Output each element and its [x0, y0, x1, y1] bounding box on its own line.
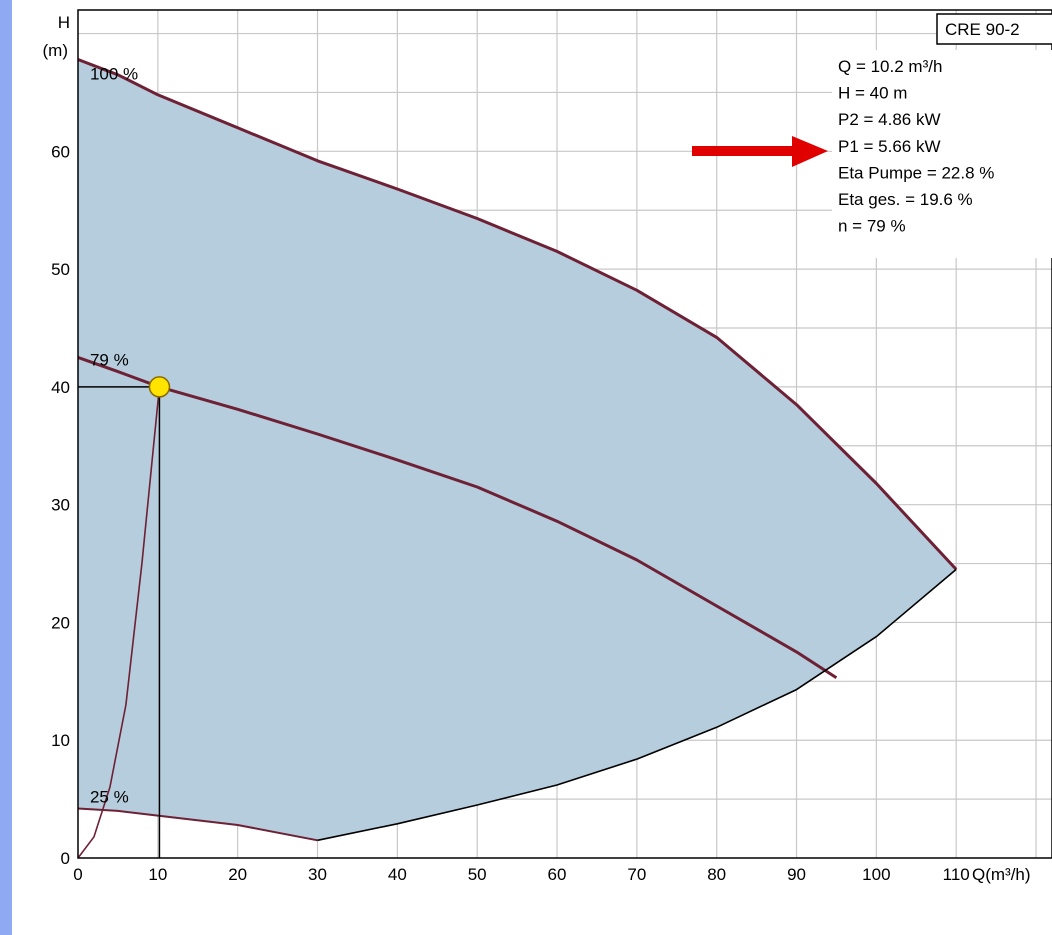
- info-line: H = 40 m: [838, 84, 907, 103]
- title-box: CRE 90-2: [936, 13, 1052, 45]
- x-tick-label: 10: [148, 865, 167, 884]
- info-line: Q = 10.2 m³/h: [838, 57, 942, 76]
- axis-ticks: 0 10 20 30 40 50 60 70 80 90 100 110 0 10 20 30 40 50 60: [51, 142, 970, 884]
- series-line-100pct: [77, 58, 958, 571]
- chart-title: CRE 90-2: [945, 20, 1020, 39]
- operating-range-area: [78, 59, 957, 841]
- chart-frame: 0 10 20 30 40 50 60 70 80 90 100 110 0 10 20 30 40 50 60 1…: [12, 0, 1052, 935]
- arrow-shaft: [692, 146, 796, 156]
- info-panel-bg: [832, 50, 1052, 258]
- curve-labels: 100 % 79 % 25 %: [90, 64, 138, 806]
- x-tick-label: 90: [787, 865, 806, 884]
- series-line-4: [77, 386, 161, 859]
- x-tick-label: 80: [707, 865, 726, 884]
- x-tick-label: 110: [943, 865, 970, 884]
- info-line: Eta Pumpe = 22.8 %: [838, 163, 994, 182]
- x-axis-label: Q(m³/h): [972, 865, 1031, 884]
- y-tick-label: 60: [51, 142, 70, 161]
- info-panel: Q = 10.2 m³/h H = 40 m P2 = 4.86 kW P1 = 5.…: [832, 50, 1052, 258]
- y-tick-label: 50: [51, 260, 70, 279]
- y-tick-label: 0: [61, 849, 70, 868]
- x-tick-label: 50: [468, 865, 487, 884]
- y-axis-label-h: H: [58, 13, 70, 32]
- y-axis-label-unit: (m): [43, 41, 68, 60]
- y-tick-label: 20: [51, 613, 70, 632]
- y-tick-label: 10: [51, 731, 70, 750]
- y-tick-label: 40: [51, 378, 70, 397]
- x-tick-label: 40: [388, 865, 407, 884]
- curve-label: 79 %: [90, 350, 129, 369]
- arrow-head: [792, 136, 828, 167]
- info-line: P2 = 4.86 kW: [838, 110, 941, 129]
- x-tick-label: 70: [627, 865, 646, 884]
- x-tick-label: 100: [862, 865, 890, 884]
- pump-curve-chart: 0 10 20 30 40 50 60 70 80 90 100 110 0 10 20 30 40 50 60 1…: [43, 9, 1052, 884]
- x-tick-label: 0: [73, 865, 82, 884]
- info-line: Eta ges. = 19.6 %: [838, 190, 973, 209]
- curve-label: 25 %: [90, 788, 129, 807]
- x-tick-label: 20: [228, 865, 247, 884]
- arrow-icon: [692, 136, 828, 167]
- operating-point-guides: [78, 386, 161, 858]
- curve-label: 100 %: [90, 64, 138, 83]
- y-tick-label: 30: [51, 496, 70, 515]
- plot-border: [77, 9, 1052, 859]
- x-tick-label: 60: [548, 865, 567, 884]
- info-line: n = 79 %: [838, 217, 906, 236]
- series-line-3: [317, 568, 957, 842]
- operating-point-marker: [148, 376, 171, 398]
- info-line: P1 = 5.66 kW: [838, 137, 941, 156]
- x-tick-label: 30: [308, 865, 327, 884]
- series-line-25pct: [77, 807, 318, 842]
- title-box-border: [936, 13, 1052, 45]
